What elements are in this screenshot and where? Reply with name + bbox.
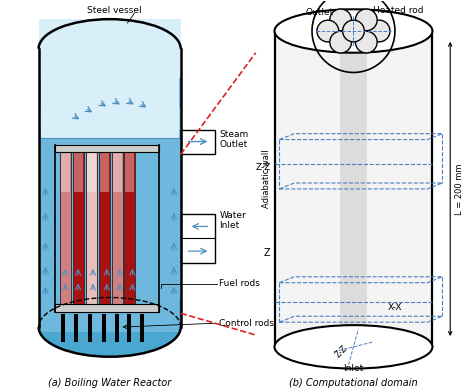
Text: Heated rod: Heated rod	[373, 6, 424, 15]
Circle shape	[343, 20, 365, 42]
Bar	[61, 314, 65, 342]
Bar	[61, 152, 70, 192]
Text: Inlet: Inlet	[343, 364, 364, 373]
Circle shape	[330, 31, 352, 53]
Circle shape	[356, 31, 377, 53]
Bar	[181, 130, 215, 154]
Text: Control rods: Control rods	[219, 319, 274, 328]
Text: Adiabatic wall: Adiabatic wall	[262, 150, 271, 209]
Bar	[55, 305, 159, 312]
Text: X-X: X-X	[388, 303, 402, 312]
Bar	[87, 152, 96, 192]
Bar	[74, 314, 78, 342]
Text: Steam
Outlet: Steam Outlet	[219, 130, 248, 149]
Text: L = 200 mm: L = 200 mm	[455, 163, 464, 215]
Bar	[113, 152, 121, 192]
Text: Fuel rods: Fuel rods	[219, 279, 260, 288]
Bar	[340, 41, 367, 337]
Bar	[41, 54, 179, 138]
Bar	[73, 152, 84, 305]
Circle shape	[356, 9, 377, 31]
Bar	[60, 152, 71, 305]
Bar	[38, 49, 181, 327]
Ellipse shape	[38, 19, 181, 78]
FancyBboxPatch shape	[181, 214, 215, 263]
Bar	[274, 31, 432, 347]
Ellipse shape	[274, 325, 432, 368]
Text: Z-Z: Z-Z	[334, 344, 349, 359]
Ellipse shape	[274, 9, 432, 53]
Bar	[86, 152, 97, 305]
Bar	[38, 108, 181, 138]
Bar	[140, 314, 144, 342]
Circle shape	[317, 20, 338, 42]
Bar	[41, 138, 179, 332]
Bar	[115, 314, 118, 342]
Bar	[125, 152, 136, 305]
Bar	[99, 152, 109, 305]
Bar	[88, 314, 92, 342]
Text: Steel vessel: Steel vessel	[87, 6, 142, 15]
Text: Z: Z	[264, 248, 271, 258]
Text: (b) Computational domain: (b) Computational domain	[289, 378, 418, 388]
Bar	[100, 152, 109, 192]
Bar	[38, 19, 181, 78]
Bar	[126, 152, 134, 192]
Bar	[38, 298, 181, 327]
Bar	[55, 145, 159, 152]
Text: (a) Boiling Water Reactor: (a) Boiling Water Reactor	[48, 378, 171, 388]
Bar	[102, 314, 106, 342]
Bar	[38, 130, 181, 229]
Ellipse shape	[38, 298, 181, 357]
Circle shape	[368, 20, 390, 42]
Text: Water
Inlet: Water Inlet	[219, 211, 246, 230]
Text: Z-Z: Z-Z	[255, 163, 271, 172]
Circle shape	[330, 9, 352, 31]
Bar	[112, 152, 122, 305]
Bar	[128, 314, 131, 342]
Bar	[74, 152, 83, 192]
Text: Outlet: Outlet	[305, 8, 334, 17]
Bar	[55, 145, 159, 312]
